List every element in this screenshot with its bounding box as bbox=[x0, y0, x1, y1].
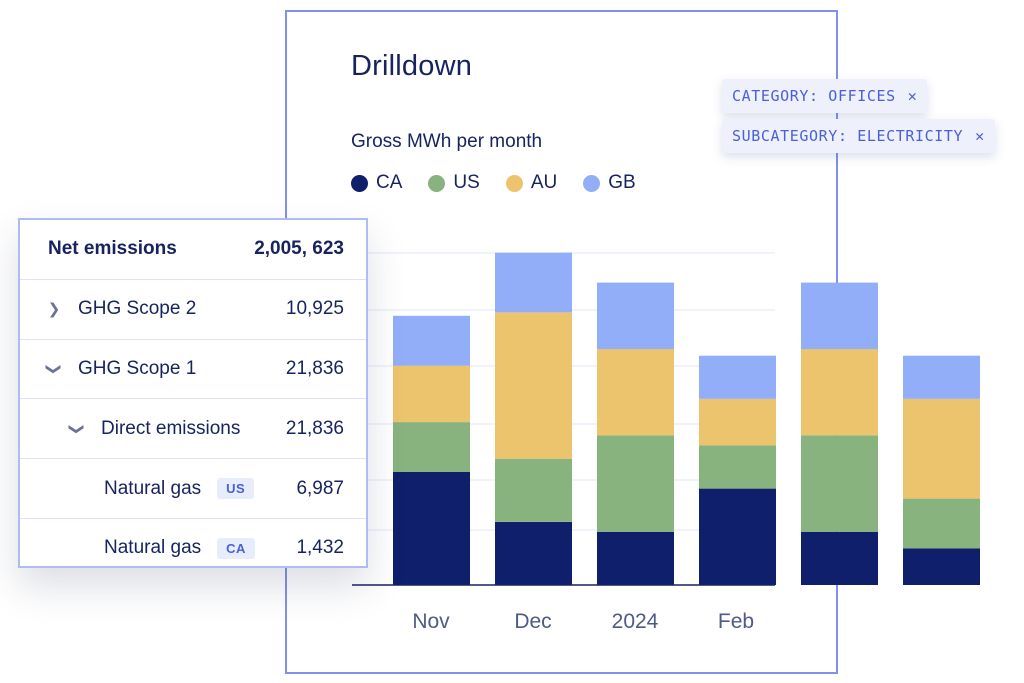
legend-swatch-ca bbox=[351, 174, 368, 192]
legend-item-gb[interactable]: GB bbox=[583, 172, 636, 194]
legend-item-us[interactable]: US bbox=[428, 172, 480, 194]
filter-chip-label: SUBCATEGORY: ELECTRICITY bbox=[732, 127, 964, 145]
x-tick-label: 2024 bbox=[611, 610, 659, 633]
x-tick-label: Feb bbox=[717, 610, 755, 633]
table-row-direct-emissions[interactable]: ❯ Direct emissions 21,836 bbox=[20, 399, 366, 460]
emissions-table: Net emissions 2,005, 623 ❯ GHG Scope 2 1… bbox=[18, 218, 368, 568]
legend-item-au[interactable]: AU bbox=[505, 172, 558, 194]
row-value: 10,925 bbox=[285, 298, 344, 320]
chart-subtitle: Gross MWh per month bbox=[351, 131, 543, 152]
country-badge: US bbox=[217, 478, 255, 500]
bar-segment-ca[interactable] bbox=[903, 548, 980, 585]
row-value: 1,432 bbox=[296, 537, 344, 559]
legend-label-us: US bbox=[453, 172, 480, 193]
x-tick-label: Nov bbox=[412, 610, 450, 633]
filter-chip-label: CATEGORY: OFFICES bbox=[732, 87, 896, 105]
chart-title: Drilldown bbox=[351, 50, 473, 82]
legend-label-ca: CA bbox=[376, 172, 403, 193]
row-label: Natural gas bbox=[104, 537, 202, 559]
table-row-natural-gas-us[interactable]: Natural gas US 6,987 bbox=[20, 459, 366, 519]
chevron-right-icon[interactable]: ❯ bbox=[47, 301, 61, 319]
legend-swatch-us bbox=[428, 174, 446, 192]
row-value: 6,987 bbox=[296, 477, 344, 499]
chevron-down-icon[interactable]: ❯ bbox=[45, 362, 62, 376]
legend-item-ca[interactable]: CA bbox=[351, 172, 402, 194]
row-value: 21,836 bbox=[285, 357, 344, 379]
bar-segment-us[interactable] bbox=[903, 498, 980, 549]
legend-swatch-gb bbox=[583, 174, 601, 192]
legend-label-au: AU bbox=[530, 172, 558, 193]
header-label: Net emissions bbox=[48, 238, 177, 260]
table-row-ghg-scope-1[interactable]: ❯ GHG Scope 1 21,836 bbox=[20, 340, 366, 400]
row-label: GHG Scope 2 bbox=[78, 298, 197, 320]
chevron-down-icon[interactable]: ❯ bbox=[68, 422, 85, 436]
filter-chip-subcategory[interactable]: SUBCATEGORY: ELECTRICITY ✕ bbox=[722, 119, 995, 153]
close-icon[interactable]: ✕ bbox=[907, 87, 918, 105]
table-row-natural-gas-ca[interactable]: Natural gas CA 1,432 bbox=[20, 519, 366, 578]
header-value: 2,005, 623 bbox=[254, 238, 344, 260]
table-header-row: Net emissions 2,005, 623 bbox=[20, 220, 366, 280]
row-label: Direct emissions bbox=[101, 417, 241, 439]
country-badge: CA bbox=[217, 537, 255, 559]
filter-chip-category[interactable]: CATEGORY: OFFICES ✕ bbox=[722, 79, 928, 113]
table-row-ghg-scope-2[interactable]: ❯ GHG Scope 2 10,925 bbox=[20, 280, 366, 340]
row-label: Natural gas bbox=[104, 477, 202, 499]
x-tick-label: Dec bbox=[514, 610, 552, 633]
close-icon[interactable]: ✕ bbox=[975, 127, 985, 145]
row-label: GHG Scope 1 bbox=[78, 357, 197, 379]
row-value: 21,836 bbox=[285, 417, 344, 439]
legend-label-gb: GB bbox=[608, 172, 636, 193]
chart-legend: CA US AU GB bbox=[351, 172, 662, 194]
bar-segment-gb[interactable] bbox=[903, 355, 980, 399]
legend-swatch-au bbox=[505, 174, 523, 192]
bar-segment-au[interactable] bbox=[903, 398, 980, 499]
